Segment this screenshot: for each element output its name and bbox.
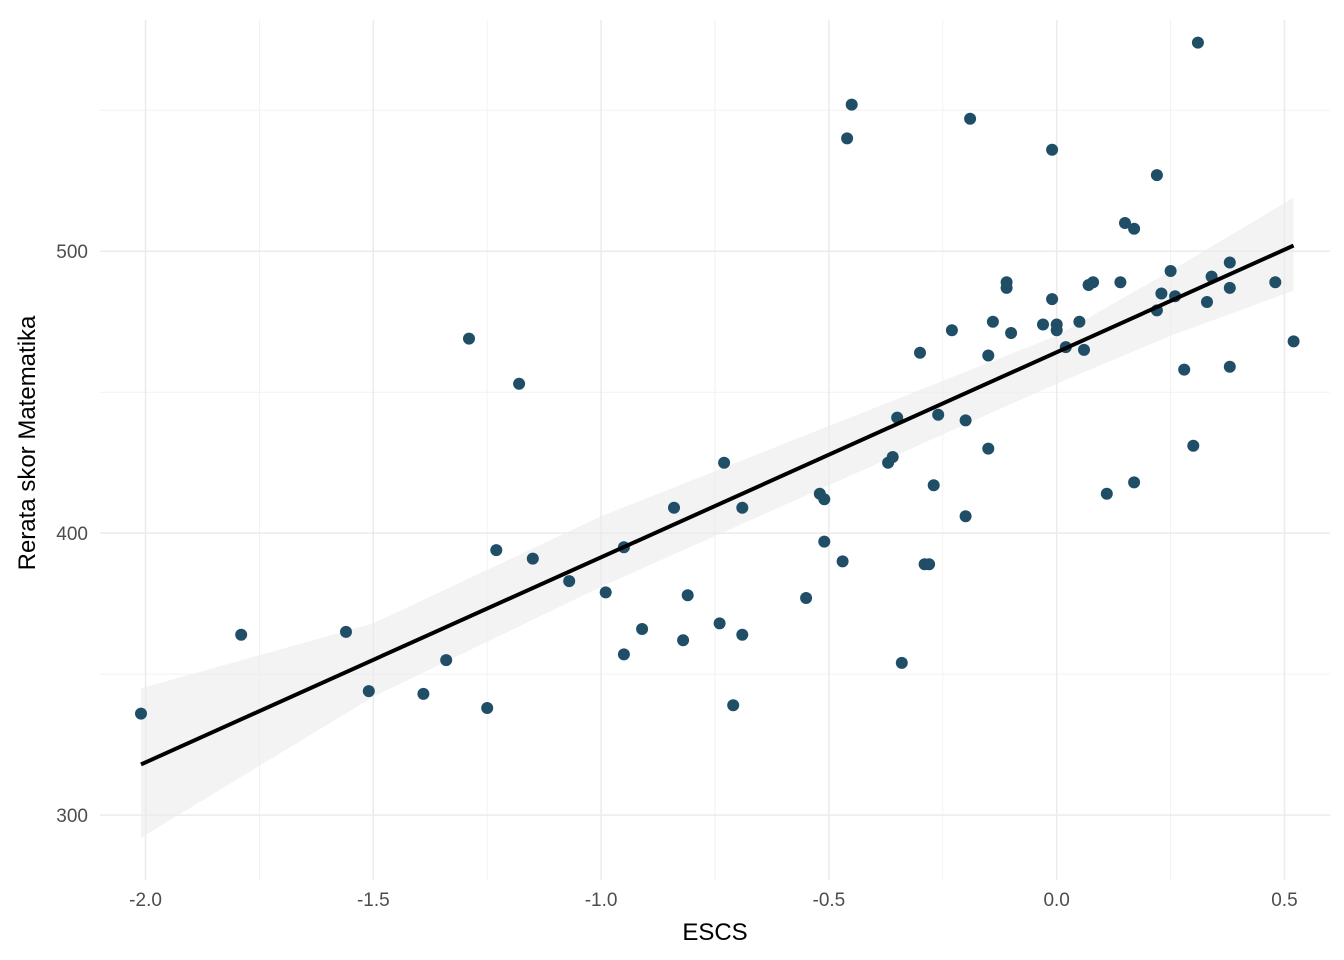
data-point (1191, 36, 1204, 49)
y-tick-label: 500 (56, 242, 88, 263)
data-point (526, 552, 539, 565)
minor-gridlines (100, 20, 1330, 880)
data-point (1223, 360, 1236, 373)
data-point (513, 377, 526, 390)
data-point (677, 634, 690, 647)
data-point (1000, 281, 1013, 294)
data-point (1050, 324, 1063, 337)
x-tick-label: -1.5 (357, 890, 390, 911)
data-point (563, 575, 576, 588)
data-point (845, 98, 858, 111)
data-point (927, 479, 940, 492)
data-point (1046, 143, 1059, 156)
x-tick-label: -0.5 (813, 890, 846, 911)
data-point (841, 132, 854, 145)
data-point (1078, 343, 1090, 356)
x-tick-labels: -2.0 -1.5 -1.0 -0.5 0.0 0.5 (129, 890, 1297, 911)
confidence-band (141, 197, 1294, 838)
data-point (1087, 276, 1100, 289)
data-point (818, 493, 831, 506)
data-point (932, 408, 945, 421)
x-tick-label: 0.5 (1271, 890, 1297, 911)
data-point (463, 332, 475, 345)
data-point (713, 617, 726, 630)
data-point (982, 349, 995, 362)
data-point (1155, 287, 1168, 300)
data-point (681, 589, 694, 602)
regression-line-layer (140, 243, 1295, 767)
x-tick-label: -1.0 (585, 890, 618, 911)
data-point (1269, 276, 1282, 289)
data-point (235, 628, 248, 641)
data-point (1046, 293, 1059, 306)
data-point (818, 535, 831, 548)
data-point (923, 558, 936, 571)
data-point (636, 623, 649, 635)
data-point (1178, 363, 1191, 376)
confidence-band-layer (141, 197, 1294, 838)
data-point (1100, 487, 1113, 500)
data-point (617, 648, 630, 661)
data-point (1150, 169, 1163, 182)
data-point (340, 625, 352, 638)
data-point (362, 685, 375, 698)
data-point (982, 442, 995, 455)
data-point (1128, 476, 1141, 489)
data-point (736, 501, 749, 514)
data-point (836, 555, 849, 568)
data-point (959, 414, 972, 427)
data-point (481, 702, 494, 714)
data-point (440, 654, 453, 667)
y-tick-label: 300 (56, 806, 88, 827)
data-point (1201, 296, 1213, 308)
x-tick-label: -2.0 (129, 890, 162, 911)
data-point (914, 346, 926, 359)
data-point (1164, 265, 1177, 277)
data-point (800, 592, 813, 604)
y-axis-title: Rerata skor Matematika (14, 315, 41, 570)
data-point (668, 501, 680, 514)
data-point (1187, 439, 1200, 452)
data-point (1037, 318, 1049, 331)
data-point (1073, 315, 1086, 328)
data-point (718, 456, 731, 469)
data-points-layer (135, 36, 1300, 720)
data-point (1114, 276, 1127, 289)
y-tick-labels: 300 400 500 (56, 242, 88, 827)
data-point (1119, 217, 1131, 229)
regression-line (140, 243, 1295, 767)
data-point (1287, 335, 1300, 348)
x-axis-title: ESCS (682, 919, 747, 946)
data-point (1005, 327, 1018, 339)
y-tick-label: 400 (56, 524, 88, 545)
data-point (964, 112, 977, 125)
data-point (886, 451, 899, 463)
data-point (1223, 281, 1236, 294)
data-point (736, 628, 749, 641)
data-point (1223, 256, 1236, 269)
major-gridlines (100, 20, 1330, 880)
data-point (599, 586, 612, 599)
data-point (727, 699, 740, 712)
data-point (986, 315, 999, 328)
data-point (1128, 222, 1141, 235)
data-point (490, 544, 503, 557)
data-point (895, 656, 908, 669)
x-tick-label: 0.0 (1043, 890, 1069, 911)
data-point (945, 324, 958, 337)
data-point (135, 707, 147, 720)
data-point (959, 510, 972, 523)
data-point (417, 687, 430, 700)
